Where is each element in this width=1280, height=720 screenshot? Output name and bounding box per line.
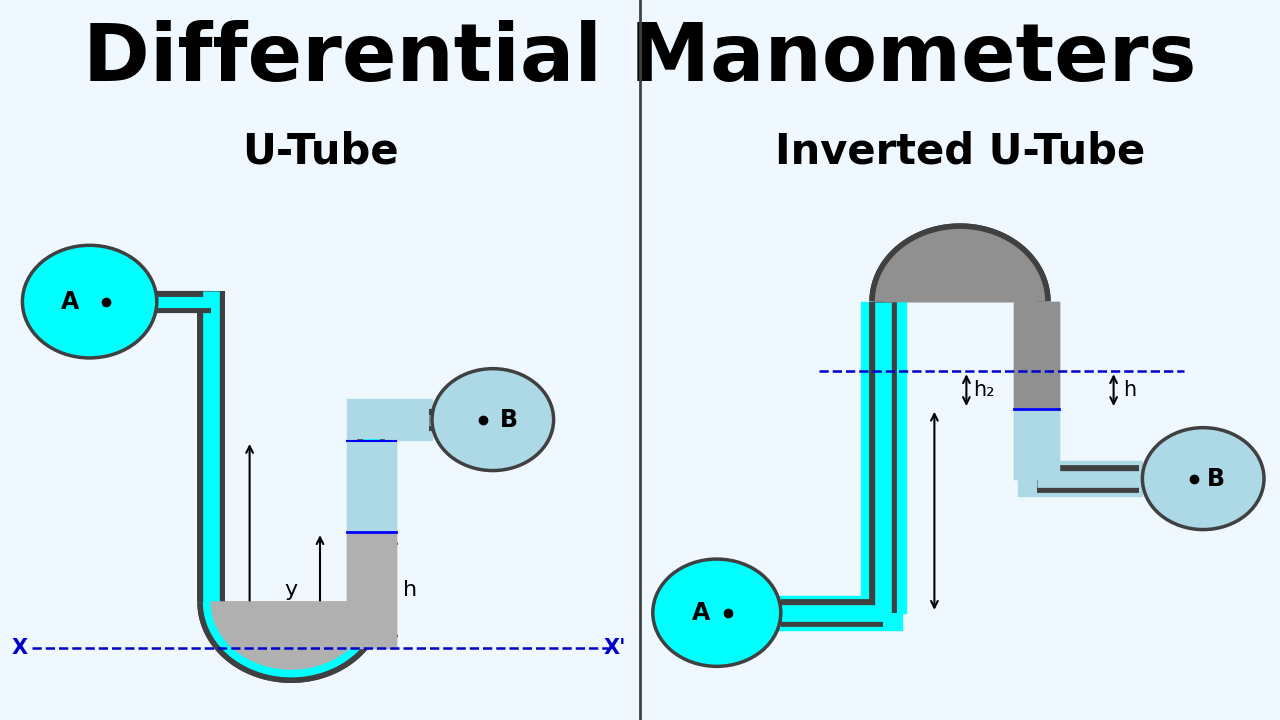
Text: A: A [61, 289, 79, 314]
Text: h₂: h₂ [973, 380, 995, 400]
Text: X: X [12, 638, 27, 657]
Text: Inverted U-Tube: Inverted U-Tube [774, 130, 1146, 172]
Polygon shape [883, 238, 1037, 302]
Circle shape [433, 369, 554, 471]
Polygon shape [211, 602, 371, 669]
Circle shape [1143, 428, 1265, 530]
Polygon shape [883, 238, 1037, 302]
Circle shape [22, 246, 157, 358]
Text: h: h [1124, 380, 1137, 400]
Text: B: B [1207, 467, 1225, 490]
Text: h₁: h₁ [883, 501, 905, 521]
Text: A: A [691, 600, 710, 625]
Circle shape [653, 559, 781, 667]
Text: U-Tube: U-Tube [242, 130, 398, 172]
Text: y: y [285, 580, 298, 600]
Text: x: x [207, 534, 221, 554]
Text: B: B [499, 408, 518, 431]
Text: h: h [403, 580, 417, 600]
Text: X': X' [603, 638, 626, 657]
Polygon shape [211, 602, 371, 669]
Text: Differential Manometers: Differential Manometers [83, 20, 1197, 99]
